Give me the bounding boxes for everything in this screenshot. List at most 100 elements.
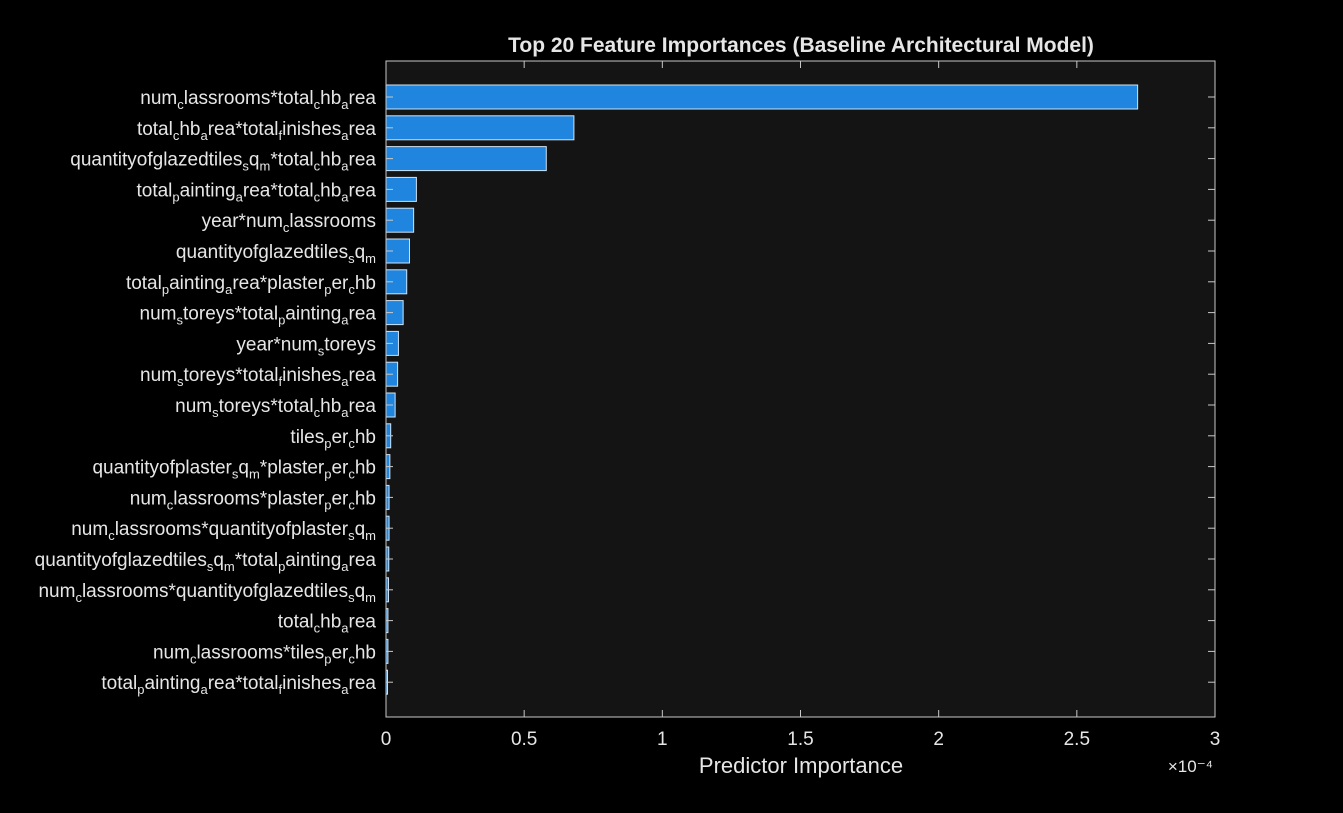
- x-tick-label: 1: [657, 729, 668, 750]
- label-text: total: [278, 612, 314, 633]
- label-subscript: a: [201, 682, 209, 697]
- label-text: inishes: [282, 365, 341, 386]
- category-label: numclassrooms*plasterperchb: [130, 488, 376, 512]
- category-label: numclassrooms*quantityofglazedtilessqm: [38, 581, 376, 605]
- label-subscript: a: [225, 282, 233, 297]
- x-scale-factor: ×10⁻⁴: [1168, 757, 1213, 776]
- label-subscript: p: [137, 682, 144, 697]
- label-text: inishes: [282, 119, 341, 140]
- label-subscript: p: [162, 282, 169, 297]
- x-tick-label: 2: [933, 729, 944, 750]
- label-subscript: s: [177, 374, 184, 389]
- label-subscript: m: [260, 159, 271, 174]
- label-subscript: s: [212, 405, 219, 420]
- category-label: quantityofglazedtilessqm*totalchbarea: [70, 150, 376, 174]
- label-text: hb: [320, 88, 341, 109]
- category-labels: numclassrooms*totalchbareatotalchbarea*t…: [35, 88, 377, 697]
- label-subscript: c: [190, 651, 197, 666]
- label-text: er: [331, 273, 349, 294]
- label-text: rea: [349, 150, 377, 171]
- label-text: hb: [320, 396, 341, 417]
- label-text: toreys*total: [219, 396, 314, 417]
- bar: [385, 84, 1139, 110]
- label-subscript: s: [177, 313, 184, 328]
- label-subscript: p: [324, 282, 331, 297]
- label-subscript: c: [314, 405, 321, 420]
- x-tick-label: 0: [381, 729, 392, 750]
- chart-title: Top 20 Feature Importances (Baseline Arc…: [508, 34, 1094, 57]
- label-subscript: p: [278, 559, 285, 574]
- label-text: num: [153, 642, 190, 663]
- category-label: numclassrooms*quantityofplastersqm: [71, 519, 376, 543]
- label-text: rea*total: [243, 180, 314, 201]
- label-subscript: c: [348, 467, 355, 482]
- x-tick-label: 2.5: [1064, 729, 1090, 750]
- label-text: q: [249, 150, 260, 171]
- label-text: hb: [355, 642, 376, 663]
- label-subscript: a: [341, 621, 349, 636]
- label-subscript: a: [341, 405, 349, 420]
- label-subscript: a: [341, 189, 349, 204]
- label-text: rea: [349, 180, 377, 201]
- label-text: ainting: [180, 180, 236, 201]
- label-text: lassrooms*plaster: [173, 488, 325, 509]
- label-subscript: p: [324, 651, 331, 666]
- label-text: rea*plaster: [232, 273, 325, 294]
- label-subscript: p: [324, 497, 331, 512]
- label-subscript: f: [279, 682, 283, 697]
- label-text: toreys: [324, 334, 376, 355]
- label-text: total: [136, 180, 172, 201]
- label-text: q: [238, 458, 249, 479]
- label-text: ainting: [285, 550, 341, 571]
- label-text: hb: [355, 488, 376, 509]
- label-text: hb: [355, 458, 376, 479]
- label-text: toreys*total: [183, 304, 278, 325]
- ticks-layer: 0 0.5 1 1.5 2 2.5 3: [381, 61, 1220, 750]
- category-label: quantityofglazedtilessqm*totalpaintingar…: [35, 550, 377, 574]
- bars-layer: [385, 84, 1139, 695]
- label-text: total: [137, 119, 173, 140]
- label-subscript: c: [314, 189, 321, 204]
- label-text: lassrooms*tiles: [196, 642, 324, 663]
- label-subscript: m: [224, 559, 235, 574]
- label-text: num: [140, 304, 177, 325]
- label-text: total: [101, 673, 137, 694]
- label-text: num: [140, 365, 177, 386]
- label-subscript: c: [75, 590, 82, 605]
- label-text: rea*total: [208, 673, 279, 694]
- label-subscript: a: [341, 313, 349, 328]
- label-text: q: [355, 581, 366, 602]
- label-subscript: c: [348, 282, 355, 297]
- label-text: hb: [320, 150, 341, 171]
- label-text: hb: [320, 180, 341, 201]
- label-text: *total: [270, 150, 313, 171]
- category-label: year*numstoreys: [236, 334, 376, 358]
- bar: [385, 146, 547, 172]
- label-text: hb: [179, 119, 200, 140]
- label-text: *plaster: [260, 458, 325, 479]
- label-text: total: [126, 273, 162, 294]
- label-subscript: s: [348, 590, 355, 605]
- label-subscript: m: [365, 528, 376, 543]
- label-text: rea: [349, 612, 377, 633]
- label-subscript: a: [341, 97, 349, 112]
- x-axis-label: Predictor Importance: [699, 753, 903, 778]
- label-subscript: s: [242, 159, 249, 174]
- label-text: q: [355, 519, 366, 540]
- label-text: ainting: [169, 273, 225, 294]
- category-label: totalchbarea*totalfinishesarea: [137, 119, 376, 143]
- label-text: toreys*total: [183, 365, 278, 386]
- label-text: lassrooms*total: [184, 88, 314, 109]
- label-text: hb: [320, 612, 341, 633]
- label-subscript: s: [348, 528, 355, 543]
- label-text: lassrooms*quantityofplaster: [115, 519, 349, 540]
- label-subscript: c: [314, 621, 321, 636]
- category-label: tilesperchb: [290, 427, 376, 451]
- label-text: q: [213, 550, 224, 571]
- label-text: lassrooms*quantityofglazedtiles: [82, 581, 348, 602]
- label-subscript: m: [249, 467, 260, 482]
- label-subscript: p: [172, 189, 179, 204]
- label-subscript: c: [167, 497, 174, 512]
